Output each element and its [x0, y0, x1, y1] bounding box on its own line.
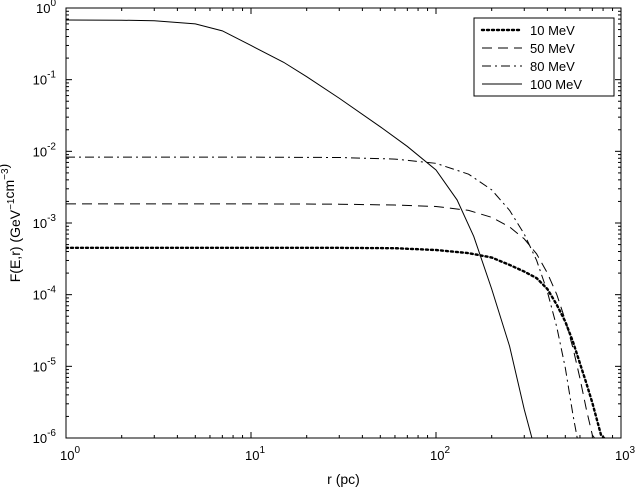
- legend-label: 10 MeV: [530, 23, 575, 38]
- x-tick-label: 100: [60, 445, 80, 463]
- y-axis-title: F(E,r) (GeV−1cm−3): [0, 164, 23, 283]
- series-line-100-mev: [66, 19, 533, 438]
- series-line-80-mev: [66, 156, 578, 438]
- series-lines: [66, 19, 606, 438]
- y-tick-label: 10-4: [33, 285, 57, 303]
- x-tick-label: 102: [430, 445, 450, 463]
- x-axis-title: r (pc): [327, 471, 360, 487]
- y-tick-label: 10-3: [33, 213, 57, 231]
- y-tick-label: 100: [36, 0, 56, 16]
- y-tick-label: 10-2: [33, 141, 57, 159]
- series-line-10-mev: [66, 246, 606, 438]
- x-tick-label: 101: [245, 445, 265, 463]
- y-tick-label: 10-6: [33, 428, 57, 446]
- y-tick-label: 10-5: [33, 356, 57, 374]
- legend-label: 50 MeV: [530, 41, 575, 56]
- x-tick-label: 103: [615, 445, 635, 463]
- y-tick-label: 10-1: [33, 70, 57, 88]
- axis-ticks: 100 101 102 103 100 10-1 10-2 10-3 10-4 10-5 10-6: [33, 0, 636, 463]
- legend-label: 100 MeV: [530, 77, 582, 92]
- legend: 10 MeV 50 MeV 80 MeV 100 MeV: [473, 17, 615, 97]
- legend-label: 80 MeV: [530, 59, 575, 74]
